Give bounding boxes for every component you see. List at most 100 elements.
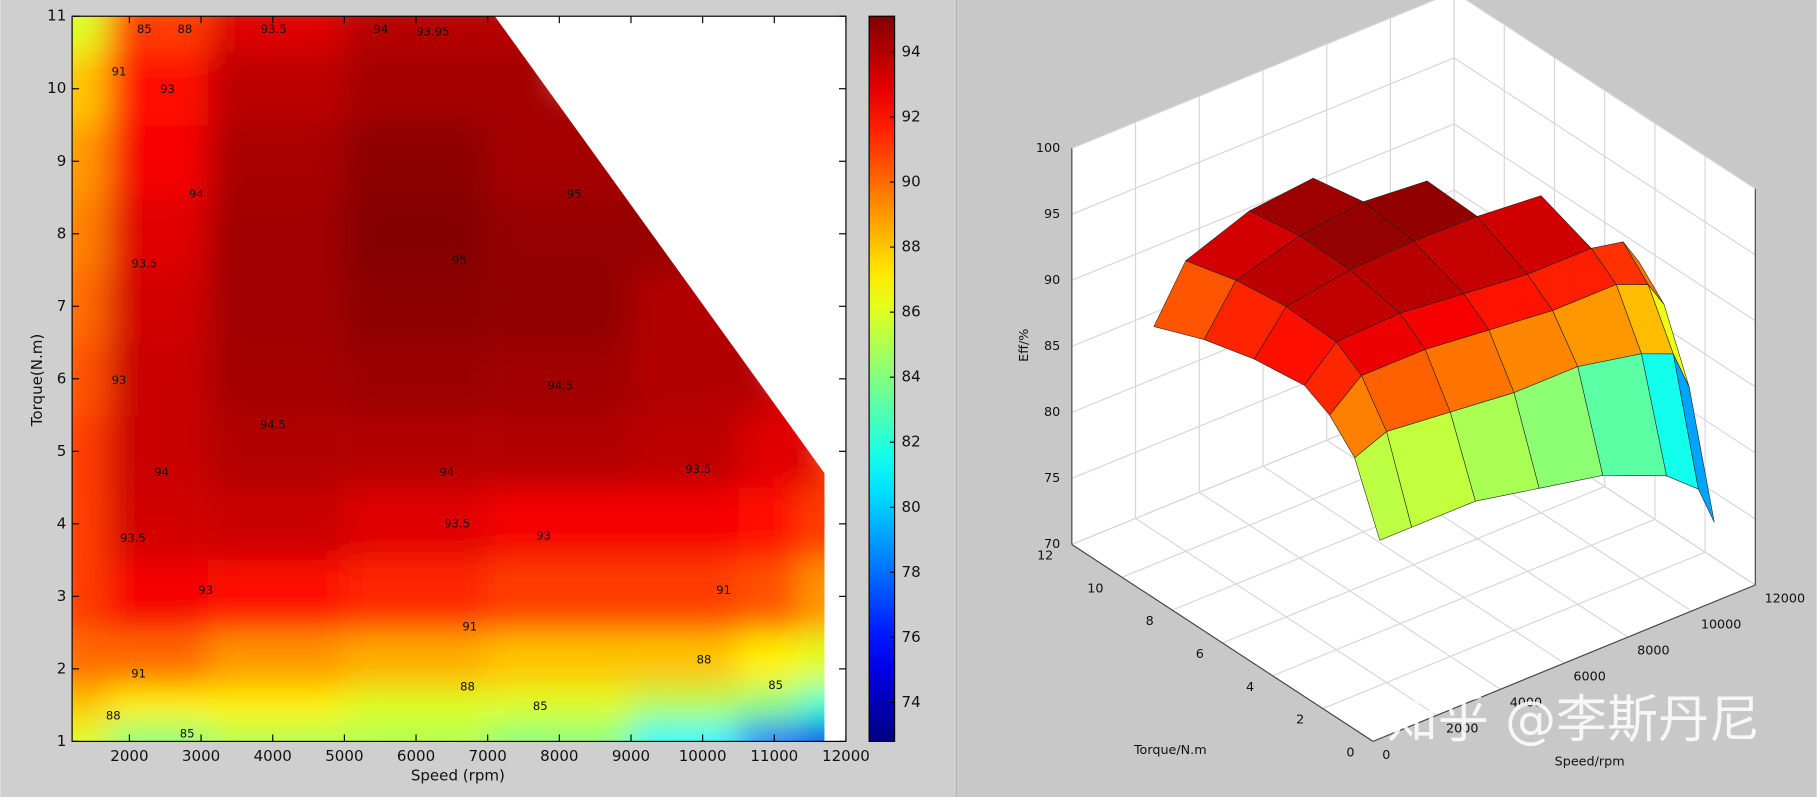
contour-cell bbox=[344, 124, 488, 198]
z-tick-label: 70 bbox=[1044, 537, 1060, 552]
axis-edge bbox=[1071, 543, 1374, 742]
contour-cell bbox=[208, 342, 345, 416]
colorbar-tick-label: 82 bbox=[902, 433, 921, 451]
contour-cell bbox=[344, 52, 560, 125]
contour-label: 88 bbox=[177, 22, 192, 36]
contour-label: 95 bbox=[452, 253, 467, 267]
y-tick-label: 2000 bbox=[1446, 722, 1478, 737]
contour-cell bbox=[487, 270, 631, 343]
contour-cell bbox=[107, 342, 209, 416]
contour-cell bbox=[208, 52, 345, 125]
x-tick-label: 5000 bbox=[325, 747, 363, 765]
colorbar-tick-label: 86 bbox=[902, 303, 921, 321]
grid-line bbox=[1071, 0, 1436, 149]
x-axis-label: Speed (rpm) bbox=[411, 767, 505, 785]
contour-cell bbox=[72, 723, 108, 742]
grid-line bbox=[1198, 491, 1501, 690]
contour-cell bbox=[738, 487, 800, 561]
z-tick-label: 95 bbox=[1044, 207, 1060, 222]
y-tick-label: 8000 bbox=[1637, 644, 1669, 659]
contour-label: 94 bbox=[374, 22, 389, 36]
contour-cell bbox=[487, 487, 631, 561]
contour-cell bbox=[107, 487, 209, 561]
contour-cell bbox=[107, 415, 209, 488]
y-tick-label: 2 bbox=[57, 659, 67, 677]
contour-cell bbox=[799, 560, 825, 633]
contour-cell bbox=[107, 687, 209, 724]
contour-cell bbox=[107, 52, 209, 125]
y-tick-label: 11 bbox=[47, 7, 66, 25]
colorbar bbox=[868, 15, 896, 742]
y-tick-label: 10 bbox=[47, 79, 66, 97]
colorbar-tick-label: 94 bbox=[902, 42, 921, 60]
contour-label: 94 bbox=[154, 465, 169, 479]
z-tick-label: 100 bbox=[1036, 141, 1060, 156]
contour-cell bbox=[344, 487, 488, 561]
contour-cell bbox=[630, 415, 739, 488]
contour-label: 88 bbox=[697, 653, 712, 667]
axis-edge bbox=[1372, 584, 1756, 742]
contour-cell bbox=[487, 687, 631, 724]
grid-line bbox=[1071, 57, 1455, 215]
contour-cell bbox=[738, 632, 800, 688]
contour-cell bbox=[487, 723, 631, 742]
contour-cell bbox=[107, 16, 209, 53]
colorbar-tick-label: 92 bbox=[902, 108, 921, 126]
y-tick-label: 10000 bbox=[1701, 617, 1742, 632]
colorbar-tick-label: 76 bbox=[902, 628, 921, 646]
contour-label: 95 bbox=[567, 187, 582, 201]
x-tick-label: 2 bbox=[1296, 713, 1304, 728]
x-tick-label: 6000 bbox=[397, 747, 435, 765]
y-tick-label: 3 bbox=[57, 587, 67, 605]
contour-cell bbox=[799, 632, 825, 688]
contour-label: 93 bbox=[536, 529, 551, 543]
contour-cell bbox=[208, 415, 345, 488]
y-tick-label: 5 bbox=[57, 442, 67, 460]
contour-cell bbox=[738, 723, 800, 742]
grid-line bbox=[1453, 57, 1756, 256]
x-tick-label: 0 bbox=[1346, 745, 1354, 760]
contour-cell bbox=[344, 342, 488, 416]
contour-label: 88 bbox=[460, 680, 475, 694]
surface-patch bbox=[1354, 431, 1412, 541]
contour-cell bbox=[344, 723, 488, 742]
contour-cell bbox=[208, 270, 345, 343]
contour-label: 91 bbox=[462, 619, 477, 633]
contour-label: 93.95 bbox=[416, 25, 449, 39]
z-axis-label: Eff/% bbox=[1017, 329, 1032, 362]
contour-label: 93.5 bbox=[261, 22, 287, 36]
contour-cell bbox=[799, 687, 825, 724]
contour-label: 91 bbox=[112, 65, 127, 79]
y-tick-label: 9 bbox=[57, 152, 67, 170]
y-tick-label: 7 bbox=[57, 297, 67, 315]
z-tick-label: 75 bbox=[1044, 471, 1060, 486]
y-tick-label: 4000 bbox=[1510, 696, 1542, 711]
contour-label: 93 bbox=[160, 82, 175, 96]
x-tick-label: 4000 bbox=[254, 747, 292, 765]
colorbar-tick-label: 90 bbox=[902, 173, 921, 191]
contour-cell bbox=[72, 632, 108, 688]
contour-cell bbox=[107, 124, 209, 198]
contour-label: 85 bbox=[137, 22, 152, 36]
contour-label: 94.5 bbox=[260, 418, 286, 432]
contour-cell bbox=[487, 415, 631, 488]
contour-cell bbox=[208, 687, 345, 724]
contour-cell bbox=[630, 687, 739, 724]
colorbar-tick-label: 84 bbox=[902, 368, 921, 386]
y-axis-label: Torque(N.m) bbox=[28, 334, 46, 428]
colorbar-tick-label: 80 bbox=[902, 498, 921, 516]
contour-label: 85 bbox=[768, 678, 783, 692]
contour-cell bbox=[107, 560, 209, 633]
z-tick-label: 85 bbox=[1044, 339, 1060, 354]
contour-cell bbox=[208, 197, 345, 271]
contour-cell bbox=[208, 723, 345, 742]
contour-cell bbox=[487, 632, 631, 688]
x-tick-label: 8 bbox=[1146, 614, 1154, 629]
contour-cell bbox=[208, 16, 345, 53]
y-tick-label: 0 bbox=[1382, 748, 1390, 763]
grid-line bbox=[1262, 465, 1565, 664]
contour-cell bbox=[344, 270, 488, 343]
contour-cell bbox=[208, 124, 345, 198]
contour-cell bbox=[72, 16, 108, 53]
contour-label: 93 bbox=[198, 583, 213, 597]
